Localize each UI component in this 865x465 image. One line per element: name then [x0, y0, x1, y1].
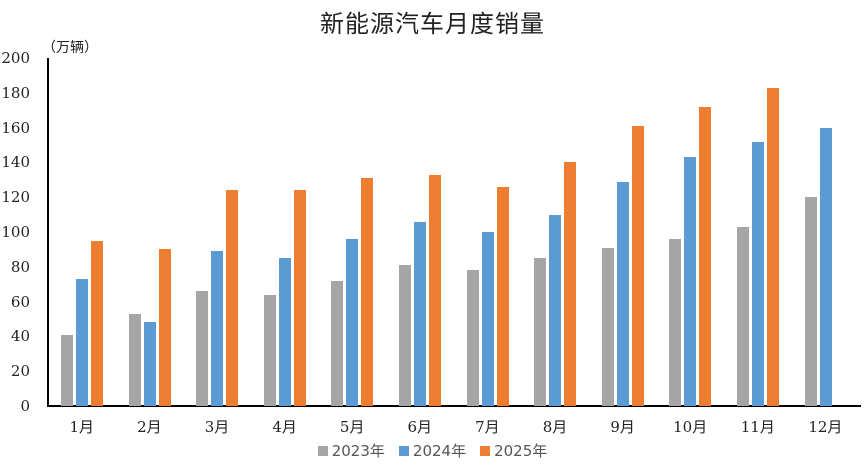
- x-tick-label: 12月: [808, 418, 843, 436]
- bar-2024年-5月: [346, 238, 359, 406]
- y-tick-label: 20: [10, 362, 30, 381]
- y-tick-label: 40: [10, 327, 30, 346]
- bar-2023年-3月: [196, 291, 209, 406]
- bar-2024年-3月: [211, 251, 224, 406]
- bar-2023年-6月: [399, 265, 411, 406]
- legend-label: 2025年: [494, 442, 548, 460]
- legend-item: 2024年: [398, 440, 467, 461]
- x-tick-label: 8月: [542, 418, 568, 436]
- bar-2024年-4月: [278, 258, 291, 406]
- y-tick-label: 140: [1, 153, 30, 172]
- y-tick-label: 80: [10, 257, 30, 276]
- bar-2025年-10月: [699, 106, 712, 406]
- x-tick-label: 9月: [610, 418, 635, 436]
- bar-2025年-4月: [293, 190, 306, 406]
- y-tick-label: 120: [1, 188, 30, 207]
- bar-2023年-11月: [737, 226, 749, 406]
- bar-2025年-9月: [631, 125, 644, 406]
- bar-2024年-6月: [414, 221, 426, 406]
- legend-item: 2025年: [480, 440, 547, 461]
- x-tick-label: 1月: [69, 418, 95, 436]
- y-axis-line: [47, 58, 49, 407]
- bar-2024年-12月: [819, 127, 832, 406]
- y-tick-label: 160: [1, 118, 30, 137]
- chart-legend: 2023年 2024年 2025年: [0, 440, 865, 461]
- x-tick-label: 11月: [740, 418, 775, 436]
- x-tick-label: 6月: [407, 418, 433, 436]
- bar-2023年-5月: [331, 280, 344, 406]
- bar-2024年-2月: [143, 322, 156, 406]
- bar-2024年-8月: [549, 214, 562, 406]
- bar-2023年-2月: [128, 313, 141, 406]
- x-tick-label: 7月: [475, 418, 500, 436]
- chart-title: 新能源汽车月度销量: [320, 10, 545, 38]
- bar-2025年-6月: [429, 174, 441, 406]
- x-tick-label: 10月: [673, 418, 708, 436]
- bar-2024年-1月: [76, 278, 88, 406]
- y-tick-label: 200: [1, 49, 30, 67]
- x-axis-line: [47, 405, 861, 407]
- bar-2023年-4月: [263, 294, 276, 406]
- legend-label: 2024年: [412, 442, 467, 460]
- bar-2025年-11月: [767, 87, 779, 406]
- bar-2025年-8月: [564, 162, 577, 406]
- y-tick-label: 100: [1, 223, 30, 241]
- bar-2025年-7月: [496, 186, 509, 406]
- bar-2025年-2月: [158, 249, 171, 406]
- bar-2023年-8月: [534, 258, 547, 406]
- x-tick-label: 5月: [339, 418, 365, 436]
- bar-2024年-11月: [752, 141, 764, 406]
- legend-swatch-icon: [480, 445, 491, 456]
- bar-2023年-1月: [61, 334, 73, 406]
- y-tick-label: 0: [20, 397, 30, 415]
- x-tick-label: 2月: [137, 418, 162, 436]
- x-tick-label: 4月: [272, 418, 297, 436]
- y-tick-label: 180: [1, 83, 30, 102]
- bar-2025年-3月: [226, 190, 239, 406]
- legend-item: 2023年: [317, 440, 385, 461]
- bar-2023年-7月: [466, 270, 479, 406]
- bar-2024年-9月: [616, 181, 629, 406]
- bar-2024年-7月: [481, 232, 494, 406]
- legend-label: 2023年: [331, 442, 385, 460]
- bar-2023年-12月: [804, 197, 817, 406]
- bar-2024年-10月: [684, 157, 697, 406]
- x-tick-label: 3月: [204, 418, 230, 436]
- y-axis-unit-label: （万辆）: [42, 40, 98, 56]
- legend-swatch-icon: [317, 445, 328, 456]
- legend-swatch-icon: [398, 445, 409, 456]
- bar-2023年-10月: [669, 238, 682, 406]
- bar-2025年-5月: [361, 178, 374, 406]
- y-tick-label: 60: [10, 292, 30, 311]
- bar-2023年-9月: [601, 247, 614, 406]
- bar-2025年-1月: [91, 240, 103, 406]
